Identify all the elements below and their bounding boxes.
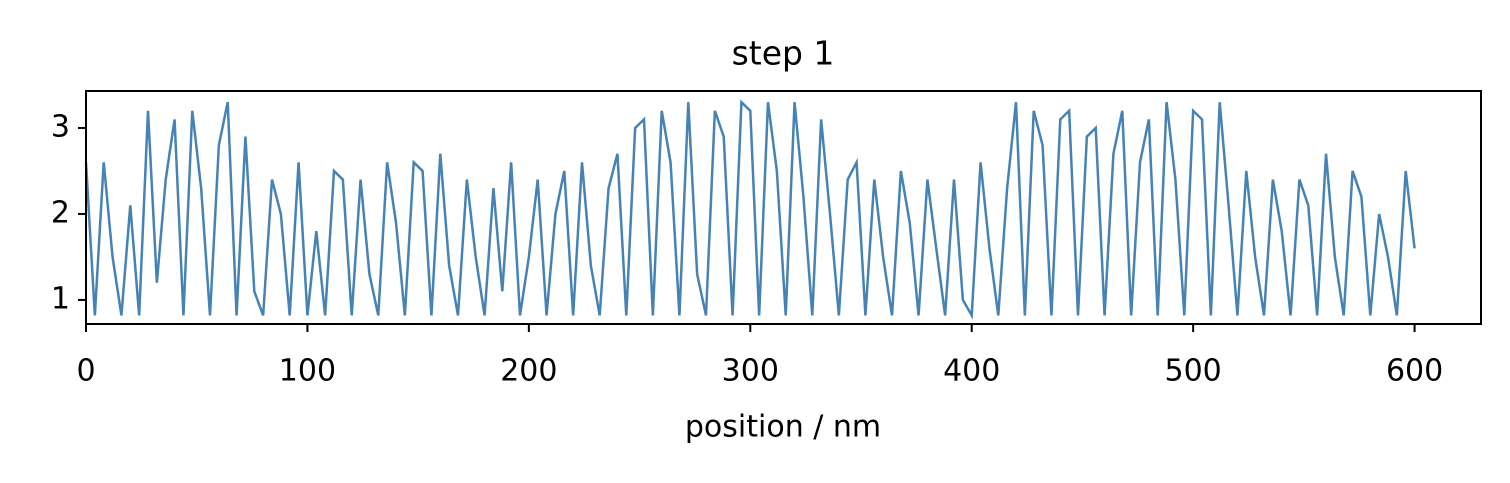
x-tick-label: 300	[722, 354, 779, 389]
data-line	[84, 99, 1416, 320]
y-tick-label: 1	[51, 281, 70, 316]
x-tick-label: 600	[1386, 354, 1443, 389]
x-tick-label: 400	[943, 354, 1000, 389]
y-tick-label: 2	[51, 195, 70, 230]
x-tick-label: 0	[76, 354, 95, 389]
x-tick-label: 500	[1165, 354, 1222, 389]
x-tick-label: 100	[279, 354, 336, 389]
x-axis-label: position / nm	[685, 410, 881, 445]
x-tick-label: 200	[500, 354, 557, 389]
y-tick-label: 3	[51, 109, 70, 144]
plot-area	[84, 99, 1416, 320]
chart-title: step 1	[732, 34, 835, 73]
axes-frame	[85, 90, 1482, 325]
